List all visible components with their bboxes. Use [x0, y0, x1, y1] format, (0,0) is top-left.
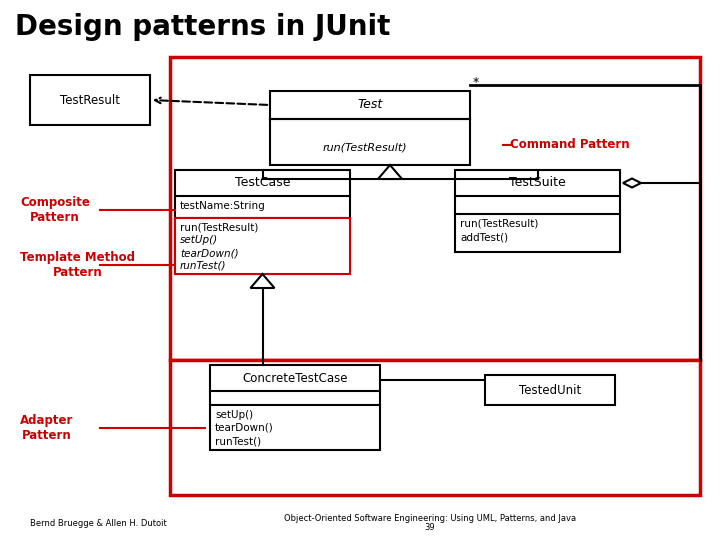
Text: testName:String: testName:String — [180, 201, 266, 211]
Bar — [455, 170, 620, 252]
Text: Design patterns in JUnit: Design patterns in JUnit — [15, 13, 390, 41]
Text: Object-Oriented Software Engineering: Using UML, Patterns, and Java: Object-Oriented Software Engineering: Us… — [284, 514, 576, 523]
Bar — [210, 365, 380, 450]
Text: tearDown(): tearDown() — [215, 423, 274, 433]
Text: Adapter
Pattern: Adapter Pattern — [20, 414, 73, 442]
Text: Bernd Bruegge & Allen H. Dutoit: Bernd Bruegge & Allen H. Dutoit — [30, 519, 167, 528]
Bar — [175, 218, 350, 274]
Text: Command Pattern: Command Pattern — [510, 138, 629, 152]
Polygon shape — [251, 274, 274, 288]
Bar — [30, 75, 150, 125]
Bar — [170, 360, 700, 495]
Bar — [270, 91, 470, 165]
Text: setUp(): setUp() — [180, 235, 218, 245]
Text: 39: 39 — [425, 523, 436, 532]
Text: TestResult: TestResult — [60, 93, 120, 106]
Text: runTest(): runTest() — [180, 261, 227, 271]
Bar — [170, 57, 700, 360]
Polygon shape — [623, 179, 641, 187]
Text: run(TestResult): run(TestResult) — [180, 222, 258, 232]
Text: addTest(): addTest() — [460, 232, 508, 242]
Polygon shape — [378, 165, 402, 179]
Text: run(TestResult): run(TestResult) — [460, 219, 539, 229]
Text: ConcreteTestCase: ConcreteTestCase — [242, 372, 348, 384]
Bar — [175, 170, 350, 274]
Text: tearDown(): tearDown() — [180, 248, 238, 258]
Text: setUp(): setUp() — [215, 410, 253, 420]
Text: run(TestResult): run(TestResult) — [323, 142, 408, 152]
Text: TestedUnit: TestedUnit — [519, 383, 581, 396]
Text: Composite
Pattern: Composite Pattern — [20, 196, 90, 224]
Text: TestSuite: TestSuite — [509, 177, 566, 190]
Text: Test: Test — [357, 98, 382, 111]
Text: TestCase: TestCase — [235, 177, 290, 190]
Text: runTest(): runTest() — [215, 436, 261, 446]
Text: *: * — [473, 76, 480, 89]
Bar — [485, 375, 615, 405]
Text: Template Method
Pattern: Template Method Pattern — [20, 251, 135, 279]
